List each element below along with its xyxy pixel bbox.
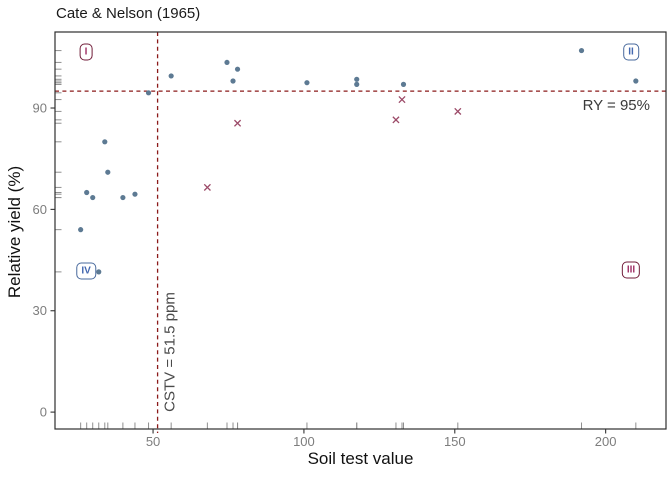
data-point-circle [578,47,585,54]
x-tick-label: 150 [444,434,466,449]
data-point-circle [145,90,152,96]
panel-border [54,31,667,430]
data-point-circle [633,78,639,84]
quadrant-label-2: II [623,43,639,61]
data-point-cross [454,107,462,115]
data-point-cross [233,119,242,127]
quadrant-label-1: I [79,43,93,61]
x-axis-title: Soil test value [307,449,414,468]
y-tick-label: 0 [40,405,47,420]
quadrant-label-3: III [621,261,641,279]
data-point-cross [203,183,211,191]
x-tick-label: 50 [146,434,160,449]
y-axis-title: Relative yield (%) [5,165,24,299]
x-tick-label: 100 [293,434,315,449]
plot-title: Cate & Nelson (1965) [56,5,201,22]
data-point-circle [230,78,236,84]
data-point-circle [78,227,84,233]
data-point-circle [96,269,102,275]
data-point-circle [120,194,126,201]
data-point-circle [234,66,241,72]
data-point-circle [168,73,174,79]
x-tick-label: 200 [595,434,617,449]
data-point-circle [354,81,360,87]
y-tick-label: 30 [33,303,47,318]
data-point-circle [102,139,108,145]
data-point-cross [392,116,400,124]
data-point-circle [90,194,96,201]
data-point-cross [398,96,406,104]
data-point-circle [224,59,230,66]
data-point-circle [304,80,310,86]
data-point-circle [132,191,138,197]
y-tick-label: 90 [33,101,47,116]
quadrant-label-4: IV [76,262,96,280]
data-point-circle [400,81,407,87]
data-point-circle [354,76,360,82]
ry-threshold-annotation: RY = 95% [582,97,650,114]
cstv-annotation: CSTV = 51.5 ppm [161,292,179,412]
data-point-circle [105,169,111,175]
y-tick-label: 60 [33,202,47,217]
data-point-circle [84,189,90,196]
